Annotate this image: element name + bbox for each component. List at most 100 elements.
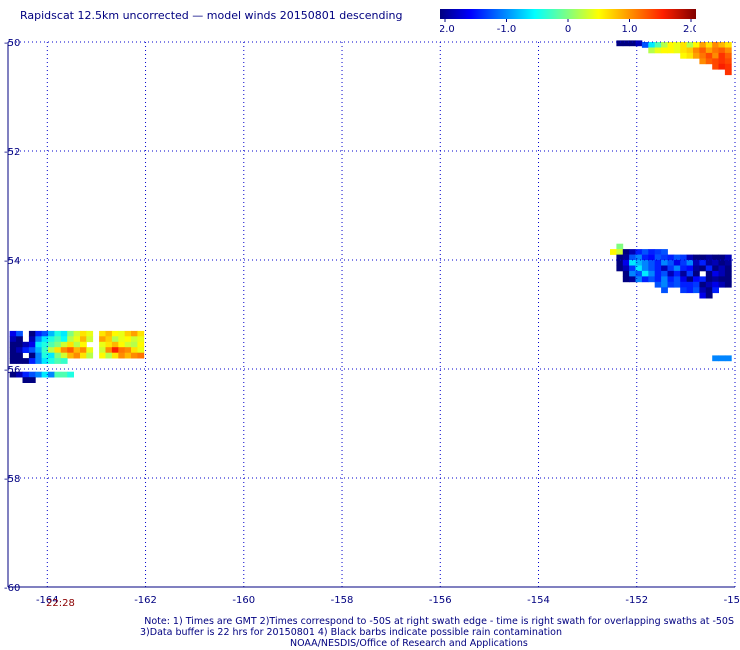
- heatmap-cell: [693, 42, 700, 48]
- heatmap-cell: [648, 276, 656, 283]
- heatmap-cell: [99, 352, 106, 359]
- heatmap-cell: [693, 260, 700, 266]
- heatmap-cell: [16, 336, 23, 343]
- heatmap-cell: [73, 330, 81, 337]
- heatmap-cell: [73, 341, 81, 348]
- colorbar: -2.0 -1.0 0 1.0 2.0: [440, 9, 696, 35]
- heatmap-cell: [693, 281, 700, 288]
- heatmap-cell: [35, 341, 43, 348]
- heatmap-cell: [28, 371, 36, 378]
- heatmap-cell: [705, 292, 713, 299]
- heatmap-cell: [654, 47, 662, 54]
- heatmap-cell: [718, 265, 726, 272]
- heatmap-cell: [616, 254, 624, 261]
- heatmap-cell: [718, 355, 726, 362]
- heatmap-cell: [718, 52, 726, 59]
- heatmap-cell: [137, 330, 145, 337]
- heatmap-cell: [680, 281, 687, 288]
- heatmap-cell: [648, 47, 656, 54]
- heatmap-cell: [131, 347, 138, 353]
- heatmap-cell: [705, 287, 713, 294]
- heatmap-cell: [699, 281, 707, 288]
- heatmap-cell: [705, 254, 713, 261]
- colorbar-tick-label: 1.0: [622, 24, 638, 35]
- heatmap-cell: [667, 47, 675, 54]
- heatmap-cell: [35, 371, 43, 378]
- heatmap-cell: [48, 341, 55, 348]
- heatmap-cell: [616, 40, 624, 47]
- heatmap-cell: [648, 260, 656, 266]
- heatmap-cell: [661, 276, 668, 283]
- heatmap-cell: [673, 47, 681, 54]
- heatmap-cell: [54, 330, 62, 337]
- heatmap-cell: [22, 371, 30, 378]
- heatmap-cell: [673, 276, 681, 283]
- heatmap-cell: [16, 330, 23, 337]
- heatmap-cell: [16, 352, 23, 359]
- heatmap-cell: [131, 336, 138, 343]
- footnote-credit: NOAA/NESDIS/Office of Research and Appli…: [290, 638, 528, 649]
- heatmap-cell: [693, 265, 700, 272]
- heatmap-cell: [667, 281, 675, 288]
- heatmap-cell: [629, 40, 636, 47]
- heatmap-cell: [635, 270, 643, 277]
- heatmap-cell: [610, 249, 617, 255]
- heatmap-cell: [693, 47, 700, 54]
- heatmap-cell: [80, 336, 87, 343]
- heatmap-cell: [699, 260, 707, 266]
- heatmap-cell: [686, 281, 694, 288]
- heatmap-cell: [686, 42, 694, 48]
- heatmap-cell: [635, 40, 643, 47]
- heatmap-cell: [686, 287, 694, 294]
- heatmap-cell: [111, 352, 119, 359]
- heatmap-cell: [80, 347, 87, 353]
- heatmap-cell: [60, 330, 68, 337]
- heatmap-cell: [54, 341, 62, 348]
- heatmap-cell: [28, 352, 36, 359]
- heatmap-cell: [35, 347, 43, 353]
- heatmap-cell: [41, 330, 49, 337]
- heatmap-cell: [16, 347, 23, 353]
- heatmap-cell: [724, 281, 732, 288]
- heatmap-cell: [67, 341, 74, 348]
- colorbar-tick-label: -1.0: [497, 24, 517, 35]
- heatmap-cell: [111, 336, 119, 343]
- heatmap-cell: [648, 42, 656, 48]
- heatmap-cell: [41, 347, 49, 353]
- heatmap-cell: [718, 42, 726, 48]
- heatmap-cell: [105, 352, 113, 359]
- heatmap-cell: [712, 254, 719, 261]
- heatmap-cell: [60, 352, 68, 359]
- heatmap-cell: [616, 260, 624, 266]
- heatmap-cell: [137, 341, 145, 348]
- heatmap-cell: [16, 341, 23, 348]
- heatmap-cell: [654, 249, 662, 255]
- x-tick-label: -162: [134, 595, 157, 606]
- heatmap-cell: [667, 42, 675, 48]
- heatmap-cell: [673, 270, 681, 277]
- heatmap-cell: [699, 276, 707, 283]
- heatmap-cell: [629, 270, 636, 277]
- heatmap-cell: [54, 371, 62, 378]
- heatmap-cell: [680, 260, 687, 266]
- heatmap-cell: [667, 260, 675, 266]
- x-tick-label: -150: [724, 595, 740, 606]
- heatmap-cell: [9, 352, 17, 359]
- heatmap-cell: [641, 260, 649, 266]
- heatmap-cell: [680, 276, 687, 283]
- heatmap-cell: [622, 249, 630, 255]
- heatmap-cell: [718, 281, 726, 288]
- heatmap-cell: [667, 265, 675, 272]
- heatmap-cell: [641, 276, 649, 283]
- heatmap-cell: [99, 341, 106, 348]
- heatmap-cell: [724, 254, 732, 261]
- heatmap-cell: [622, 265, 630, 272]
- heatmap-cell: [724, 52, 732, 59]
- heatmap-cell: [111, 341, 119, 348]
- heatmap-cell: [699, 47, 707, 54]
- heatmap-cell: [67, 347, 74, 353]
- heatmap-cell: [86, 336, 94, 343]
- colorbar-gradient: [440, 9, 696, 19]
- heatmap-cell: [9, 347, 17, 353]
